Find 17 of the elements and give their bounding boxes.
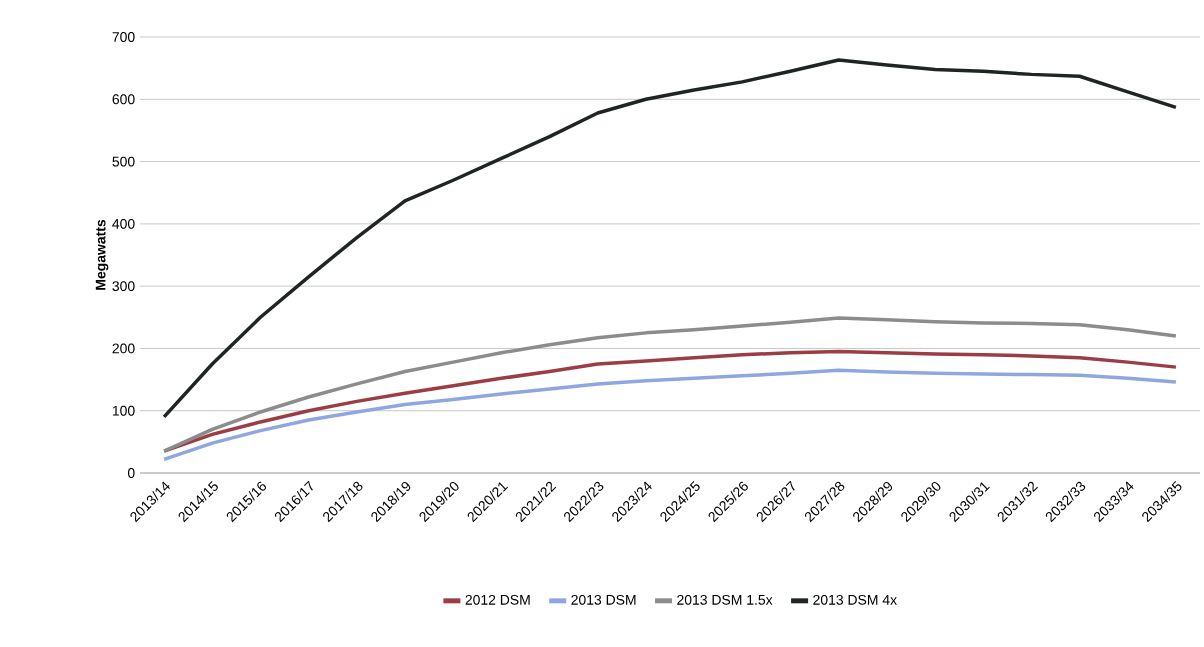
legend-label: 2013 DSM 1.5x	[677, 594, 773, 605]
y-tick-label: 100	[112, 405, 135, 416]
line-series	[162, 316, 1178, 453]
y-axis-title: Megawatts	[95, 219, 109, 290]
line-series	[162, 58, 1178, 419]
y-tick-label: 300	[112, 281, 135, 292]
line-series	[162, 349, 1178, 453]
line-series	[162, 368, 1178, 462]
legend-label: 2012 DSM	[465, 594, 530, 605]
y-tick-label: 0	[127, 468, 135, 478]
y-tick-label: 200	[112, 343, 135, 354]
legend-label: 2013 DSM	[571, 594, 636, 605]
legend-label: 2013 DSM 4x	[813, 594, 897, 605]
y-tick-label: 500	[112, 156, 135, 167]
y-tick-label: 600	[112, 94, 135, 105]
y-tick-label: 700	[112, 32, 135, 42]
y-tick-label: 400	[112, 218, 135, 229]
